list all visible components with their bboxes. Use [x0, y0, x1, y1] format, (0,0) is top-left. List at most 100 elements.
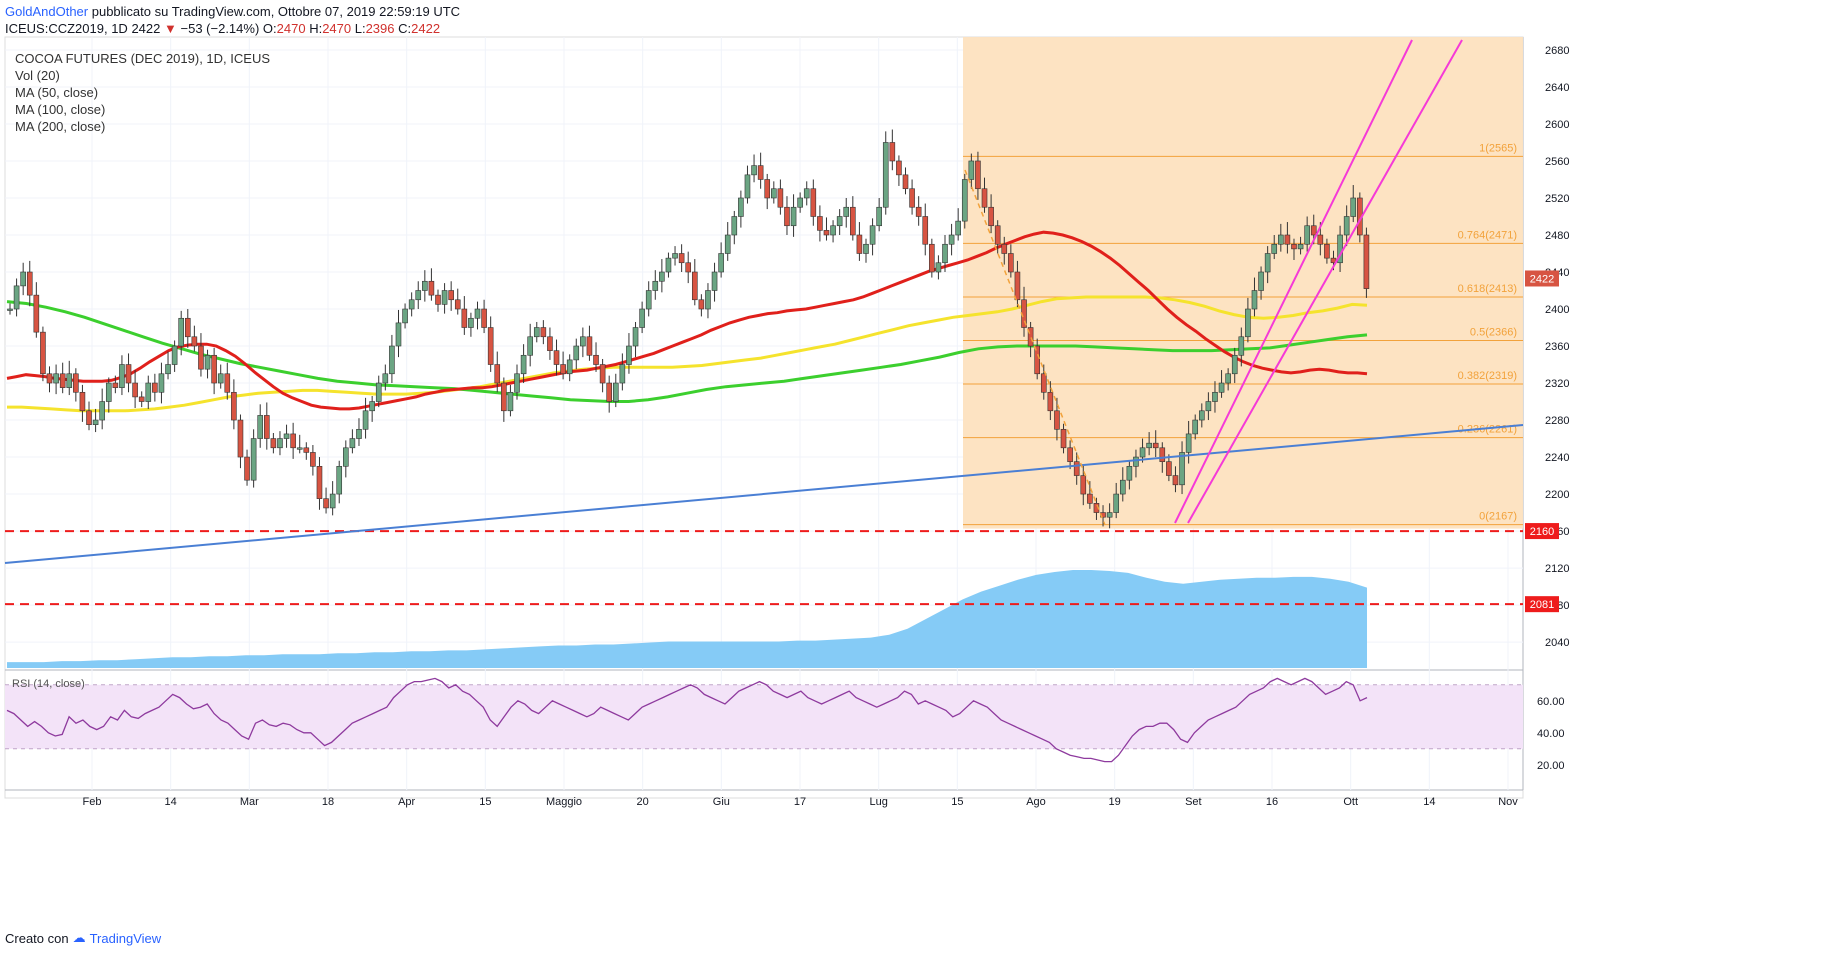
candle-body	[863, 243, 869, 254]
candle-body	[415, 290, 422, 301]
candle-body	[448, 290, 454, 301]
candle-body	[296, 447, 303, 450]
candle-body	[771, 188, 777, 199]
price-change: −53 (−2.14%)	[180, 21, 260, 36]
candle-body	[988, 206, 994, 227]
candle-body	[132, 382, 138, 398]
candle-body	[73, 373, 79, 393]
candle-body	[882, 142, 889, 208]
candle-body	[270, 438, 277, 449]
candle-body	[13, 285, 20, 310]
legend-ma100: MA (100, close)	[15, 102, 106, 117]
candle-body	[678, 253, 685, 264]
candle-body	[1159, 447, 1166, 462]
candle-body	[981, 188, 988, 208]
candle-body	[1067, 447, 1073, 462]
candle-body	[1199, 410, 1205, 421]
candle-body	[797, 197, 803, 208]
candle-body	[7, 308, 13, 311]
candle-body	[369, 401, 375, 412]
candle-body	[231, 391, 237, 421]
x-tick-label: Set	[1185, 796, 1202, 808]
candle-body	[112, 382, 119, 388]
candle-body	[711, 271, 718, 291]
candle-body	[869, 225, 876, 245]
candle-body	[1251, 290, 1258, 310]
legend-vol: Vol (20)	[15, 68, 60, 83]
candle-body	[547, 336, 553, 351]
down-arrow-icon: ▼	[164, 21, 177, 36]
candle-body	[402, 308, 408, 324]
candle-body	[902, 174, 909, 190]
rsi-tick-label: 40.00	[1537, 728, 1565, 740]
candle-body	[619, 364, 626, 384]
candle-body	[158, 373, 165, 393]
candle-body	[40, 331, 46, 375]
candle-body	[1192, 419, 1199, 435]
legend-title: COCOA FUTURES (DEC 2019), 1D, ICEUS	[15, 51, 270, 66]
candle-body	[422, 280, 428, 291]
candle-body	[830, 225, 836, 236]
last-price-tag-text: 2422	[1530, 273, 1554, 285]
candle-body	[665, 257, 672, 273]
candle-body	[731, 216, 738, 236]
trendline-support	[4, 424, 1524, 564]
candle-body	[843, 206, 850, 217]
x-tick-label: 16	[1266, 796, 1278, 808]
candle-body	[1238, 336, 1245, 356]
candle-body	[994, 225, 1001, 245]
candle-body	[33, 294, 40, 333]
author-link[interactable]: GoldAndOther	[5, 4, 89, 19]
candle-body	[1284, 234, 1291, 245]
x-tick-label: 15	[479, 796, 491, 808]
candle-body	[659, 271, 665, 282]
candle-body	[586, 336, 593, 356]
candle-body	[1080, 475, 1087, 495]
candle-body	[1291, 243, 1297, 250]
rsi-tick-label: 20.00	[1537, 760, 1565, 772]
candle-body	[178, 317, 184, 347]
y-tick-label: 2320	[1545, 378, 1569, 390]
x-tick-label: Maggio	[546, 796, 582, 808]
candle-body	[237, 419, 244, 458]
candle-body	[691, 271, 698, 301]
candle-body	[1317, 234, 1324, 245]
x-tick-label: Nov	[1498, 796, 1518, 808]
candle-body	[435, 294, 441, 305]
y-tick-label: 2680	[1545, 45, 1569, 57]
candle-body	[1073, 461, 1080, 476]
candle-body	[1264, 253, 1271, 273]
candle-body	[856, 234, 863, 254]
candle-body	[171, 345, 178, 365]
low-value: 2396	[365, 21, 395, 36]
x-tick-label: 20	[637, 796, 649, 808]
candle-body	[501, 382, 507, 412]
candle-body	[1060, 428, 1067, 449]
candle-body	[566, 359, 573, 375]
candle-body	[685, 262, 692, 273]
candle-body	[59, 373, 66, 388]
candle-body	[389, 345, 395, 375]
candle-body	[105, 382, 112, 402]
candle-body	[639, 308, 645, 328]
candle-body	[349, 438, 356, 449]
candle-body	[46, 373, 53, 384]
candle-body	[1027, 327, 1034, 347]
candle-body	[514, 373, 520, 393]
candle-body	[26, 271, 33, 296]
tradingview-link[interactable]: TradingView	[89, 930, 162, 946]
ma200-line	[6, 300, 1368, 403]
candle-body	[283, 433, 290, 439]
candle-body	[751, 165, 757, 176]
candle-body	[468, 317, 474, 328]
close-label: C:	[398, 21, 412, 36]
candle-body	[290, 433, 296, 449]
candle-body	[53, 373, 59, 384]
tradingview-logo-icon[interactable]: ☁	[72, 930, 86, 945]
channel-lower-line	[1187, 39, 1463, 524]
footer: Creato con ☁ TradingView	[5, 930, 161, 946]
candle-body	[948, 234, 955, 245]
candle-body	[1139, 447, 1146, 458]
candle-body	[152, 382, 158, 393]
